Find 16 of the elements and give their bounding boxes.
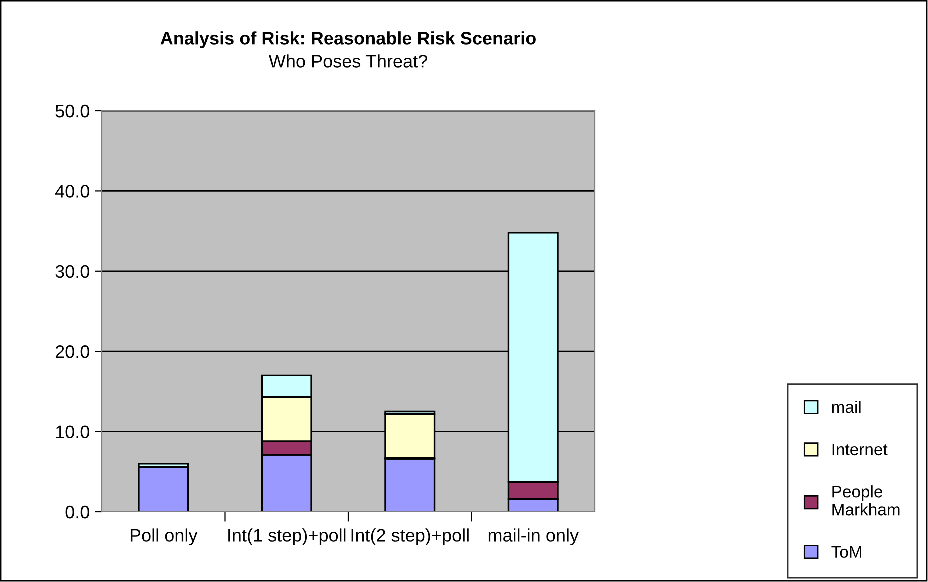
legend-label: People Markham (832, 486, 900, 516)
chart-title: Analysis of Risk: Reasonable Risk Scenario (160, 32, 536, 48)
y-tick-label: 0.0 (66, 506, 90, 519)
x-tick-label: Int(1 step)+poll (228, 528, 346, 546)
y-tick-label: 30.0 (56, 265, 90, 278)
x-tick-label: Int(2 step)+poll (352, 528, 469, 546)
x-tick-label: mail-in only (488, 528, 579, 546)
legend-label: Internet (832, 444, 888, 456)
y-tick-label: 50.0 (56, 104, 90, 118)
legend-label: ToM (832, 546, 862, 558)
y-tick-label: 40.0 (55, 185, 90, 198)
legend-label: mail (832, 401, 861, 414)
y-tick-label: 10.0 (56, 426, 90, 439)
chart-subtitle: Who Poses Threat? (268, 54, 428, 68)
x-tick-label: Poll only (130, 528, 198, 546)
y-tick-label: 20.0 (56, 346, 90, 358)
